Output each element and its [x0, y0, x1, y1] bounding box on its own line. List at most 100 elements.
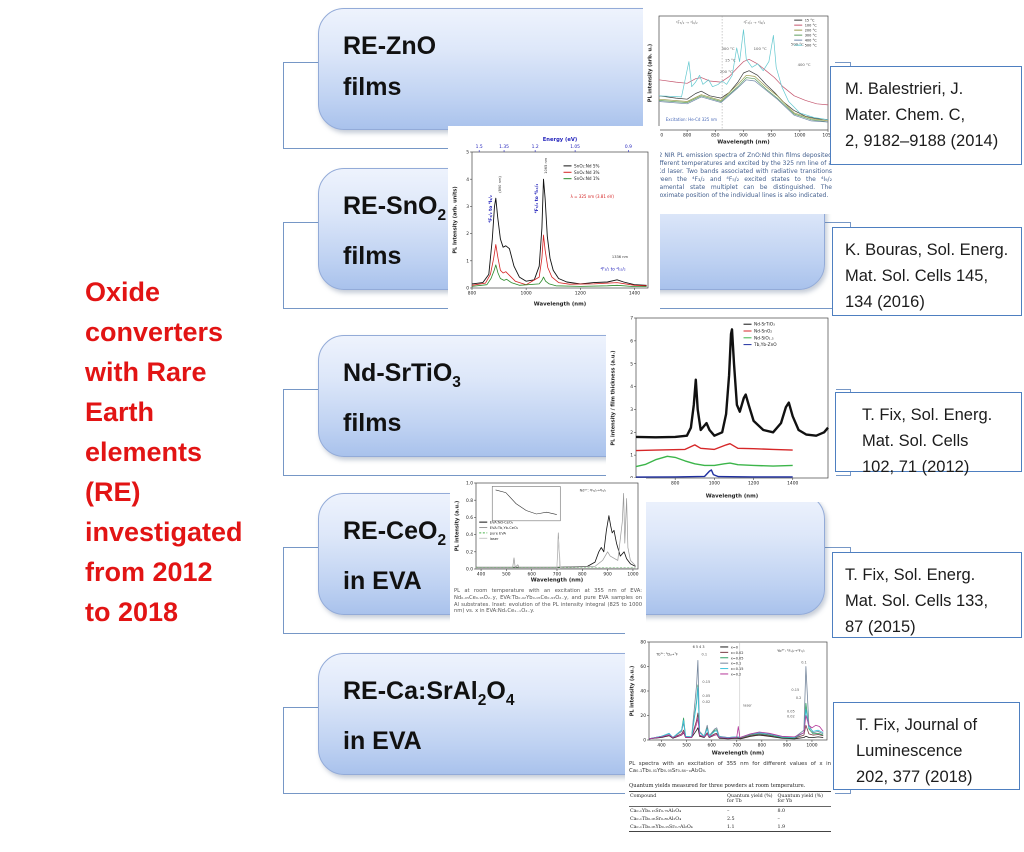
- figure-caption-ceo2-eva-pl: PL at room temperature with an excitatio…: [454, 588, 642, 615]
- chart-annotation: 1336 nm: [612, 255, 629, 259]
- citation-line: 87 (2015): [845, 618, 916, 636]
- top-tick-label: 0.9: [625, 144, 632, 150]
- chart-annotation: 500 °C: [791, 42, 804, 47]
- legend-label: x=0.2: [731, 672, 742, 676]
- chart-zno-nir-pl: 75080085090095010001050Wavelength (nm)PL…: [648, 15, 833, 146]
- slide-title-line: (RE): [85, 477, 141, 507]
- y-tick-label: 4: [466, 177, 469, 183]
- legend-label: x=0.15: [731, 667, 744, 671]
- citation-line: Mat. Sol. Cells 133,: [845, 592, 989, 610]
- chart-annotation: laser: [743, 704, 752, 708]
- y-tick-label: 4: [630, 384, 633, 390]
- legend-label: 100 °C: [805, 24, 818, 28]
- chart-annotation: ⁴F₃/₂ to ⁴I₉/₂: [488, 195, 494, 223]
- x-tick-label: 1050: [822, 133, 833, 139]
- legend-label: Nd-SnO₂: [754, 329, 772, 335]
- citation-box-re-zno: M. Balestrieri, J. Mater. Chem. C, 2, 9182…: [830, 66, 1022, 165]
- table-cell: 1.9: [777, 824, 786, 830]
- chart-nd-srtio3-pl: 60080010001200140001234567Wavelength (nm…: [611, 316, 829, 500]
- material-box-label: RE-CeO2: [343, 517, 447, 549]
- y-tick-label: 5: [630, 361, 633, 367]
- y-tick-label: 2: [630, 430, 633, 436]
- chart-annotation: λ = 325 nm (3.81 eV): [571, 194, 615, 199]
- material-box-label: RE-Ca:SrAl2O4: [343, 677, 515, 709]
- table-header-cell: Compound: [629, 792, 726, 807]
- x-tick-label: 800: [758, 743, 767, 749]
- citation-line: T. Fix, Sol. Energ.: [845, 566, 976, 584]
- x-tick-label: 600: [527, 572, 536, 578]
- legend-label: 15 °C: [805, 19, 815, 23]
- x-tick-label: 500: [502, 572, 511, 578]
- y-tick-label: 20: [640, 713, 646, 719]
- x-tick-label: 900: [783, 743, 792, 749]
- y-axis-title: PL intensity (a.u.): [455, 501, 461, 552]
- legend-label: 300 °C: [805, 34, 818, 38]
- chart-annotation: ⁴F₃/₂ to ⁴I₁₁/₂: [534, 184, 540, 214]
- slide-title-line: to 2018: [85, 597, 179, 627]
- table-grid: Compound Quantum yield (%) for Tb Quantum …: [629, 791, 831, 832]
- chart-annotation: (890 nm): [498, 176, 502, 193]
- y-tick-label: 5: [466, 150, 469, 156]
- x-tick-label: 1000: [627, 572, 638, 578]
- chart-annotation: 200 °C: [720, 69, 733, 74]
- x-tick-label: 700: [733, 743, 742, 749]
- x-tick-label: 1000: [709, 481, 720, 487]
- material-box-label: films: [343, 242, 402, 270]
- slide-title-line: from 2012: [85, 557, 213, 587]
- figure-caption-sral2o4-pl: PL spectra with an excitation of 355 nm …: [629, 761, 831, 774]
- citation-box-re-sno2: K. Bouras, Sol. Energ. Mat. Sol. Cells 14…: [832, 227, 1022, 316]
- slide-title-line: Earth: [85, 397, 155, 427]
- top-tick-label: 1.2: [532, 144, 539, 150]
- x-tick-label: 1000: [806, 743, 817, 749]
- legend-label: pure EVA: [490, 531, 507, 535]
- material-box-label: RE-SnO2: [343, 192, 447, 224]
- y-tick-label: 0.4: [466, 532, 473, 538]
- chart-annotation: 0.15: [702, 680, 710, 684]
- legend-label: 500 °C: [805, 44, 818, 48]
- y-tick-label: 1.0: [466, 481, 473, 487]
- y-tick-label: 0.0: [466, 567, 473, 573]
- chart-annotation: 300 °C: [722, 46, 735, 51]
- x-tick-label: 600: [707, 743, 716, 749]
- x-axis-title: Wavelength (nm): [712, 751, 764, 757]
- material-box-label: films: [343, 73, 402, 101]
- chart-annotation: 0.02: [787, 714, 795, 718]
- chart-annotation: ⁴F₃/₂ to ⁴I₁₃/₂: [600, 266, 625, 271]
- legend-label: SnO₂:Nd 5%: [574, 163, 599, 168]
- chart-annotation: 100 °C: [754, 46, 767, 51]
- figure-sno2-nd-pl: 800 1000 1200 1400 0 1 2 3 4 5 1.5 1.35 1.2 1.05 0.9 En…: [448, 126, 660, 312]
- y-axis-title: PL intensity (a.u.): [630, 666, 636, 717]
- chart-annotation: 0.05: [787, 710, 795, 714]
- slide-title-line: investigated: [85, 517, 243, 547]
- x-tick-label: 1400: [629, 291, 640, 297]
- material-box-label: films: [343, 409, 402, 437]
- chart-annotation: 0.02: [702, 700, 710, 704]
- top-tick-label: 1.5: [476, 144, 483, 150]
- y-tick-label: 7: [630, 316, 633, 322]
- table-cell: –: [777, 816, 780, 822]
- citation-line: M. Balestrieri, J.: [845, 80, 964, 98]
- chart-annotation: 6 5 4 3: [693, 645, 705, 649]
- chart-annotation: 400 °C: [798, 62, 811, 67]
- chart-annotation: 0.15: [791, 688, 799, 692]
- citation-line: Mat. Sol. Cells: [862, 432, 969, 450]
- legend-label: x=0.02: [731, 651, 744, 655]
- legend-label: Tb,Yb-ZnO: [753, 342, 777, 348]
- x-tick-label: 400: [477, 572, 486, 578]
- table-cell: –: [726, 808, 730, 814]
- x-axis-title: Wavelength (nm): [706, 494, 758, 500]
- legend-label: Nd-SrTiO₃: [754, 322, 775, 328]
- y-tick-label: 1: [466, 258, 469, 264]
- x-tick-label: 900: [739, 133, 748, 139]
- figure-table: Quantum yields measured for three powder…: [629, 783, 831, 832]
- table-cell: Ca₀.₁Yb₀.₁₅Sr₀.₇₅Al₂O₄: [630, 808, 682, 814]
- chart-annotation: Excitation: He-Cd 325 nm: [666, 117, 717, 122]
- legend-label: SnO₂:Nd 1%: [574, 176, 599, 181]
- citation-box-nd-srtio3: T. Fix, Sol. Energ. Mat. Sol. Cells 102, 7…: [835, 392, 1022, 476]
- x-tick-label: 400: [657, 743, 666, 749]
- chart-annotation: 0.2: [796, 696, 802, 700]
- y-tick-label: 3: [630, 407, 633, 413]
- legend-label: EVA:Tb,Yb-CeO₂: [490, 526, 519, 530]
- slide-title-line: Oxide: [85, 277, 161, 307]
